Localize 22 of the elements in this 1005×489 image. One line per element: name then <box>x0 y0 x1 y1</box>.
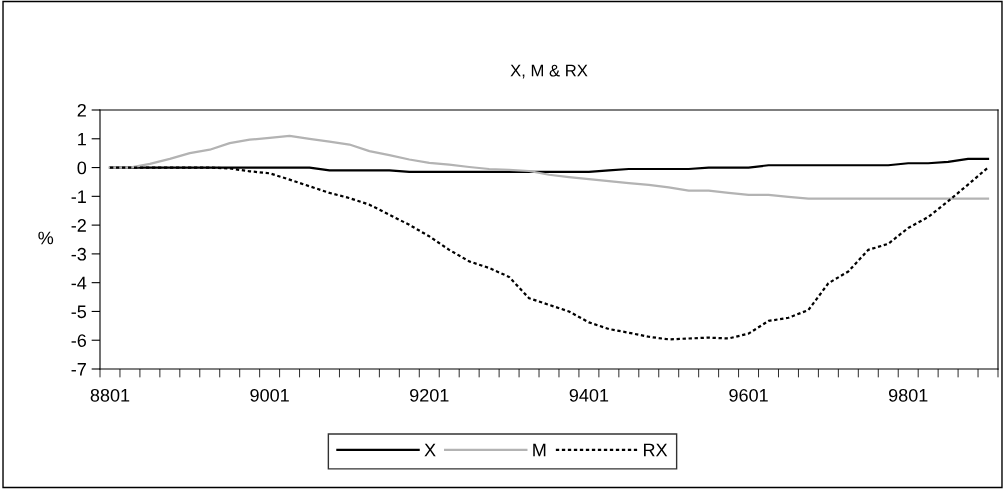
y-tick-label: -5 <box>71 305 87 319</box>
x-tick-label: 9001 <box>250 388 289 402</box>
y-tick-label: -1 <box>71 190 86 203</box>
x-tick-label: 9401 <box>569 388 609 402</box>
x-tick-label: 9201 <box>410 388 449 402</box>
y-tick-label: -7 <box>71 363 86 376</box>
legend-label: RX <box>644 443 668 457</box>
y-tick-label: -6 <box>71 334 87 347</box>
x-tick-label: 9801 <box>888 388 928 402</box>
line-series <box>108 134 990 200</box>
y-axis-title: % <box>38 231 54 245</box>
y-tick-label: -2 <box>71 219 86 232</box>
x-tick-label: 9601 <box>729 388 768 402</box>
y-tick-label: -3 <box>71 247 87 261</box>
y-tick-label: 1 <box>78 132 86 146</box>
x-tick-label: 8801 <box>90 388 130 402</box>
y-tick-label: 2 <box>77 103 86 117</box>
legend-label: X <box>424 443 436 457</box>
y-tick-label: 0 <box>77 161 87 175</box>
legend-label: M <box>533 443 546 457</box>
y-tick-label: -4 <box>71 276 87 290</box>
chart-title: X, M & RX <box>510 64 588 79</box>
